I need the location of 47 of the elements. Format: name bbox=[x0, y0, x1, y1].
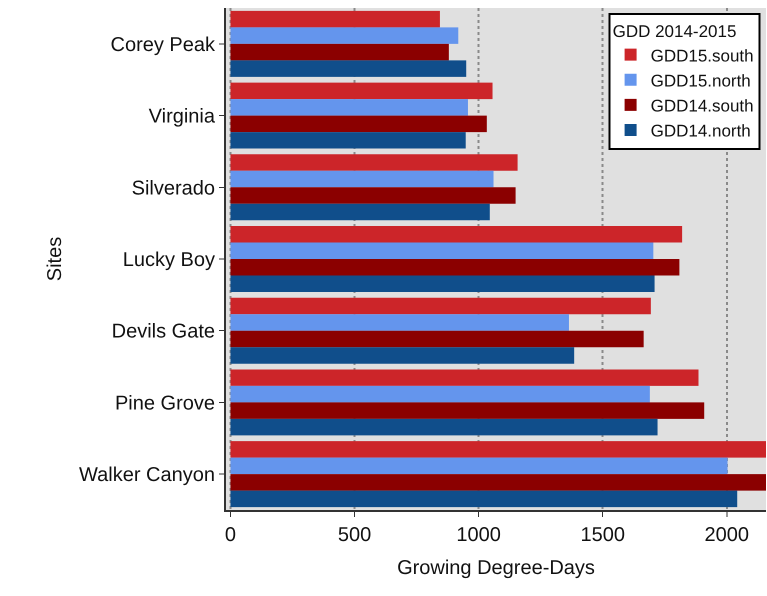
bar bbox=[230, 402, 704, 419]
bar bbox=[230, 44, 449, 60]
bar bbox=[230, 60, 466, 77]
bar bbox=[230, 314, 569, 331]
bar bbox=[230, 187, 516, 204]
bar bbox=[230, 242, 654, 259]
y-tick-label: Silverado bbox=[132, 177, 215, 200]
bar bbox=[230, 418, 658, 436]
bar bbox=[230, 347, 574, 364]
bar bbox=[230, 441, 766, 458]
bar bbox=[230, 226, 682, 243]
legend-title: GDD 2014-2015 bbox=[612, 22, 736, 42]
y-tick-label: Pine Grove bbox=[114, 392, 215, 414]
bar bbox=[230, 82, 493, 100]
x-tick-label: 0 bbox=[224, 524, 236, 546]
legend-label: GDD15.north bbox=[650, 71, 751, 90]
bar bbox=[230, 490, 738, 508]
y-tick-label: Corey Peak bbox=[110, 34, 216, 56]
bar bbox=[230, 474, 766, 491]
y-tick-label: Walker Canyon bbox=[79, 464, 215, 486]
bar bbox=[230, 259, 680, 276]
y-tick-label: Devils Gate bbox=[112, 320, 215, 343]
bar bbox=[230, 458, 728, 474]
x-tick-label: 1000 bbox=[456, 524, 501, 546]
x-axis-title: Growing Degree-Days bbox=[397, 557, 595, 579]
bar bbox=[230, 99, 468, 116]
y-axis-title: Sites bbox=[44, 236, 66, 282]
bar bbox=[230, 298, 651, 314]
bar bbox=[230, 204, 490, 220]
bar bbox=[230, 386, 650, 402]
x-tick-label: 1500 bbox=[580, 524, 625, 546]
bar bbox=[230, 369, 698, 386]
legend-label: GDD14.south bbox=[650, 96, 754, 116]
legend-label: GDD15.south bbox=[650, 46, 754, 66]
bar bbox=[230, 116, 487, 132]
bar bbox=[230, 132, 466, 149]
x-tick-label: 2000 bbox=[704, 524, 750, 546]
bar bbox=[230, 170, 494, 188]
bar bbox=[230, 275, 655, 292]
bar bbox=[230, 154, 518, 171]
y-tick-label: Virginia bbox=[148, 106, 216, 128]
x-tick-label: 500 bbox=[338, 524, 372, 546]
bar bbox=[230, 10, 440, 28]
y-tick-label: Lucky Boy bbox=[122, 249, 215, 271]
bar bbox=[230, 330, 644, 348]
bar bbox=[230, 27, 458, 44]
legend-label: GDD14.north bbox=[650, 122, 751, 141]
